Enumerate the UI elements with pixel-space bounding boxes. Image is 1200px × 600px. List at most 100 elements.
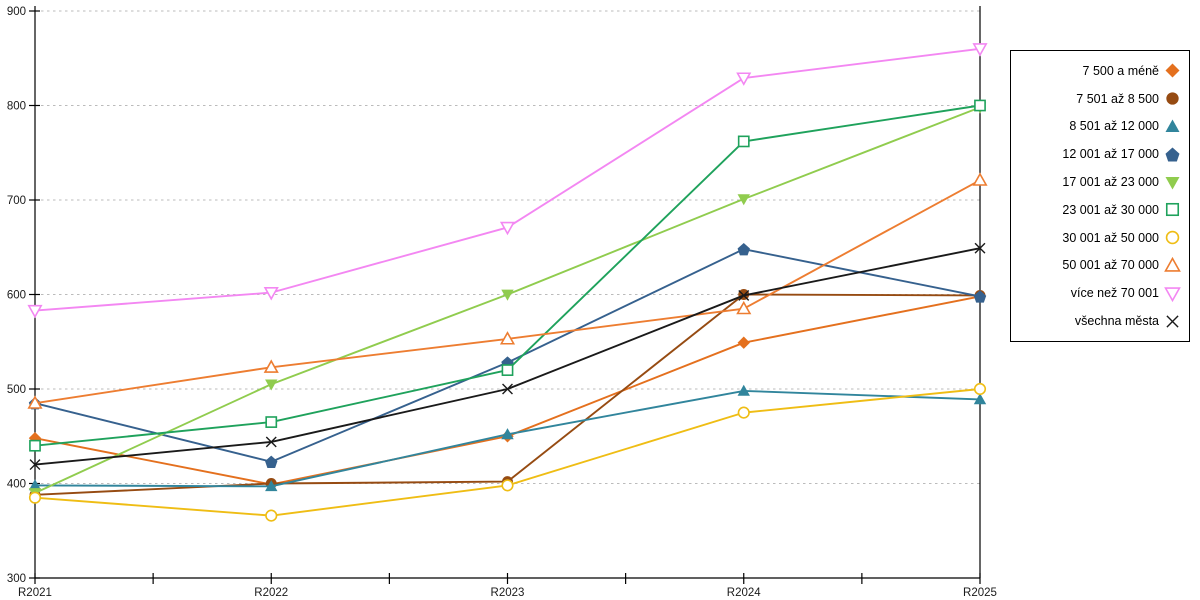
marker-triangle-up [28,479,42,491]
y-tick-label: 400 [7,479,26,491]
marker-triangle-down [737,194,750,206]
legend-marker-triangle-up-filled [1165,119,1180,132]
legend-marker-pentagon-filled [1165,147,1180,162]
legend-item: 30 001 až 50 000 [1015,229,1181,246]
legend-item-label: více než 70 001 [1070,286,1159,301]
marker-triangle-down [501,289,514,301]
marker-diamond [737,336,750,349]
series-2 [28,384,987,492]
series-line [34,388,981,517]
y-tick-label: 700 [7,195,26,207]
y-tick-label: 900 [7,6,26,18]
marker-square-open [265,416,278,428]
marker-pentagon [737,242,750,256]
marker-triangle-up [737,384,750,396]
marker-triangle-down [1165,176,1180,190]
legend-marker-circle-open [1165,230,1180,245]
marker-x-cross [265,436,277,448]
legend-item-label: 8 501 až 12 000 [1069,119,1159,134]
marker-triangle-up [265,480,278,492]
legend-item-label: 50 001 až 70 000 [1062,258,1159,273]
marker-x-cross [1166,314,1179,328]
legend-marker-triangle-up-open [1164,256,1181,272]
marker-pentagon [265,455,278,468]
legend-marker-x-cross [1166,314,1179,328]
marker-triangle-down-open [1164,287,1181,302]
legend-item: 17 001 až 23 000 [1015,174,1181,191]
legend-item-label: všechna města [1074,314,1159,329]
marker-triangle-up-open [972,172,988,186]
y-tick-label: 600 [7,290,26,302]
x-tick-label: R2021 [18,587,52,599]
marker-triangle-up [1165,119,1180,132]
legend-marker-square-open [1165,203,1180,217]
marker-triangle-up-open [736,300,752,315]
marker-square-open [974,99,986,112]
legend-item-label: 30 001 až 50 000 [1062,230,1159,245]
marker-circle-open [501,479,514,492]
marker-circle-open [265,509,278,522]
marker-triangle-up-open [263,359,279,373]
marker-square-open [501,364,514,376]
x-tick-label: R2024 [727,587,761,599]
y-tick-label: 500 [7,384,26,396]
series-9 [29,242,986,471]
x-tick-label: R2022 [254,587,288,599]
legend-item-label: 12 001 až 17 000 [1062,147,1159,162]
series-6 [28,382,987,522]
x-tick-label: R2025 [963,587,997,599]
marker-square-open [737,135,750,148]
marker-triangle-up-open [27,395,43,409]
marker-triangle-down-open [263,286,279,301]
legend-item: všechna města [1015,313,1181,330]
marker-circle-open [737,406,750,419]
marker-square-open [1165,203,1180,217]
series-7 [27,172,988,409]
legend-item: více než 70 001 [1015,285,1181,302]
marker-diamond [1165,63,1180,78]
marker-circle-open [28,491,42,504]
marker-x-cross [974,242,986,254]
marker-circle-open [973,382,987,396]
legend-item: 7 501 až 8 500 [1015,90,1181,107]
marker-triangle-up-open [499,331,516,345]
y-tick-label: 300 [7,573,26,585]
legend-item: 7 500 a méně [1015,62,1181,79]
legend-item-label: 7 500 a méně [1082,63,1159,78]
series-line [34,295,981,486]
marker-circle [1166,92,1179,105]
legend-marker-circle-filled [1166,92,1179,105]
legend-item-label: 17 001 až 23 000 [1062,175,1159,190]
marker-triangle-down-open [972,43,988,57]
marker-pentagon [973,290,987,303]
legend-marker-diamond-filled [1165,63,1180,78]
marker-pentagon [1165,147,1180,162]
marker-x-cross [738,289,750,301]
marker-x-cross [29,459,41,471]
x-tick-label: R2023 [491,587,525,599]
marker-triangle-down-open [736,72,752,86]
legend-item-label: 7 501 až 8 500 [1076,91,1159,106]
y-tick-label: 800 [7,101,26,113]
marker-triangle-up [973,393,987,405]
marker-x-cross [502,383,513,395]
series-0 [28,290,987,491]
marker-square-open [29,439,41,452]
marker-triangle-up [501,428,514,440]
series-5 [29,99,986,452]
legend-item: 50 001 až 70 000 [1015,256,1181,274]
legend-item-label: 23 001 až 30 000 [1062,202,1159,217]
marker-circle-open [1165,230,1180,245]
marker-triangle-down-open [499,221,516,236]
marker-triangle-down [265,379,278,391]
legend-marker-triangle-down-open [1164,287,1181,302]
marker-triangle-up-open [1164,256,1181,272]
legend-item: 12 001 až 17 000 [1015,146,1181,163]
legend-item: 8 501 až 12 000 [1015,118,1181,135]
legend-item: 23 001 až 30 000 [1015,201,1181,218]
marker-triangle-down-open [27,304,43,319]
series-8 [27,43,988,319]
legend: 7 500 a méně 7 501 až 8 500 8 501 až 12 00… [1010,50,1190,342]
